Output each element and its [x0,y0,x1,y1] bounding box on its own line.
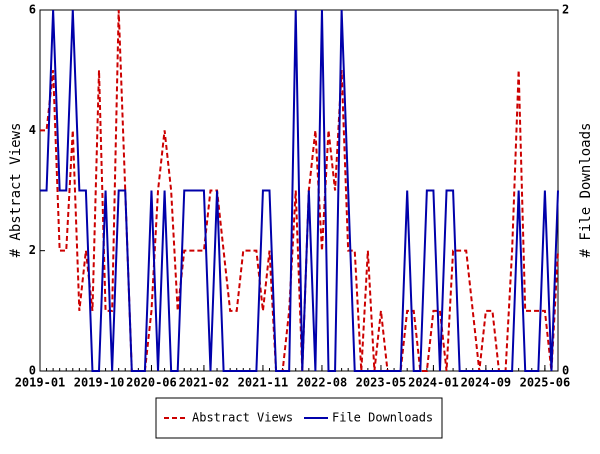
x-tick-label: 2024-01 [408,376,459,390]
series-line [40,9,559,372]
x-tick-label: 2020-06 [126,376,177,390]
x-tick-label: 2021-02 [179,376,230,390]
x-tick-label: 2019-01 [15,376,66,390]
x-tick-label: 2019-10 [74,376,125,390]
x-tick-label: 2023-05 [356,376,407,390]
x-tick-label: 2021-11 [238,376,289,390]
x-tick-label: 2022-08 [297,376,348,390]
y-tick-label: 2 [29,243,36,257]
x-tick-label: 2024-09 [461,376,512,390]
y-axis-label: # Abstract Views [8,123,24,258]
x-tick-label: 2025-06 [520,376,571,390]
legend-label: File Downloads [332,411,433,425]
y-tick-label: 4 [29,123,36,137]
legend [155,397,443,439]
y2-tick-label: 0 [562,364,569,378]
y2-tick-label: 2 [562,3,569,17]
y-tick-label: 6 [29,3,36,17]
y2-axis-label: # File Downloads [578,123,594,258]
y-tick-label: 0 [29,364,36,378]
legend-label: Abstract Views [192,411,293,425]
